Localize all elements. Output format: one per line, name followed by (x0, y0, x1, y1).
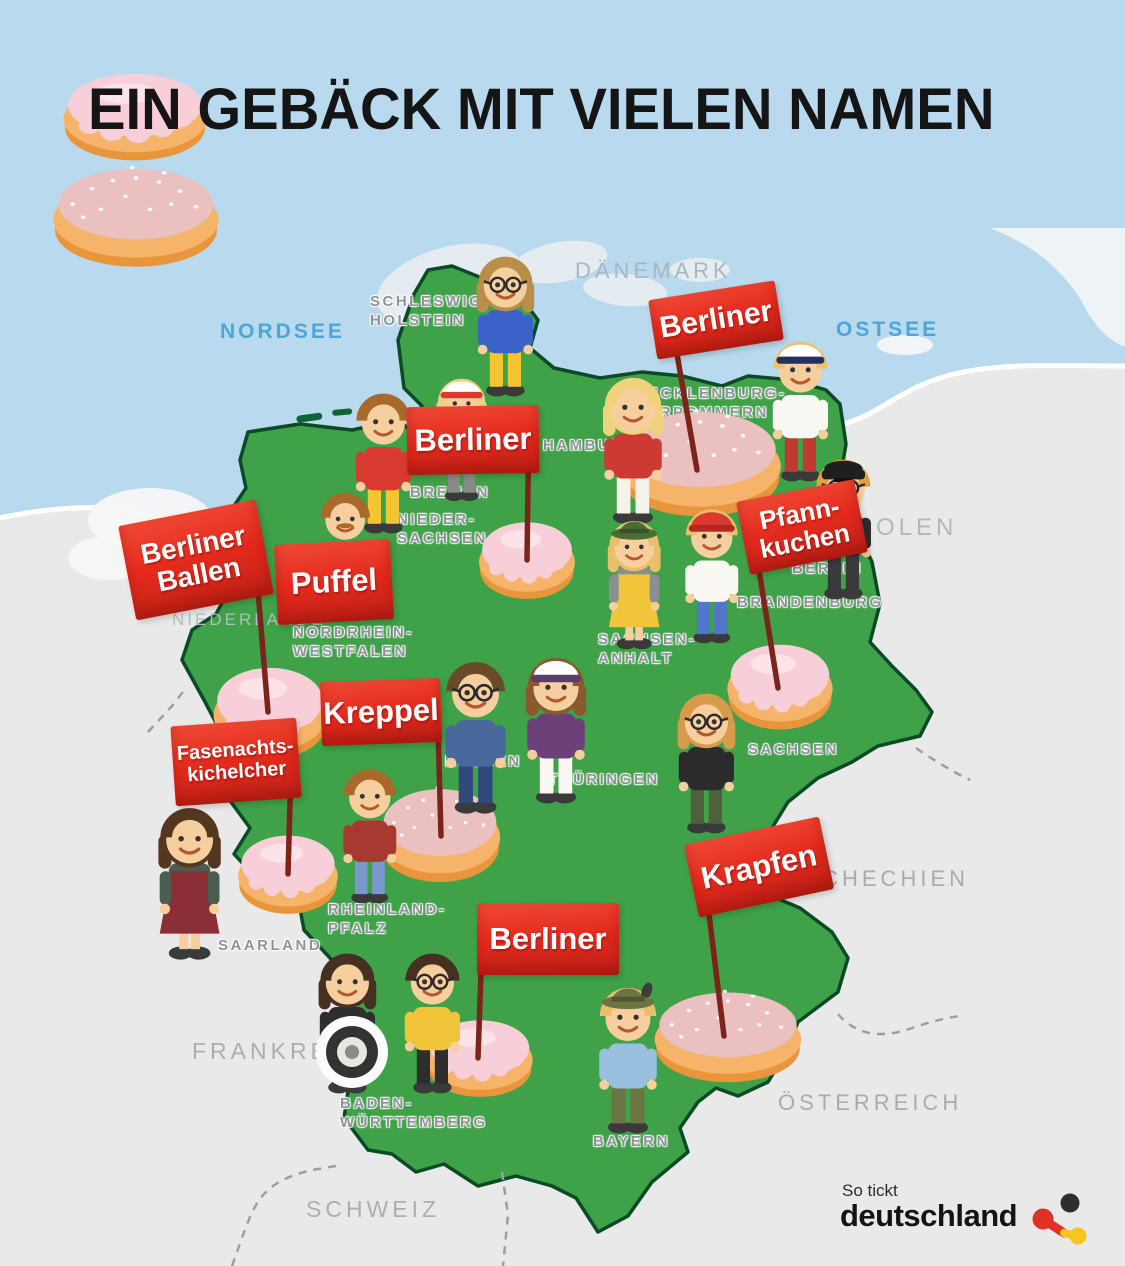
dashed-borders (147, 687, 971, 1266)
flag-berliner-mitte: Berliner (406, 404, 540, 476)
country-label-polen: POLEN (856, 514, 958, 541)
sea-label-nordsee: NORDSEE (220, 320, 345, 343)
flag-berliner-nordost: Berliner (648, 280, 784, 360)
flag-pfannkuchen: Pfann- kuchen (736, 479, 868, 575)
page-title: EIN GEBÄCK MIT VIELEN NAMEN (88, 77, 995, 142)
brand-molecule-icon (1032, 1193, 1087, 1245)
logo-tagline: So tickt (842, 1181, 898, 1200)
region-label-schleswig-holstein: SCHLESWIG- HOLSTEIN (370, 293, 491, 329)
character-niedersachsen-boy (345, 387, 422, 541)
character-rheinland-pfalz-boy (333, 763, 407, 911)
region-label-berlin: BERLIN (792, 560, 863, 579)
flag-puffel: Puffel (273, 539, 395, 625)
sea-label-ostsee: OSTSEE (836, 318, 940, 341)
logo-wordmark: deutschland (840, 1198, 1018, 1233)
character-bw-woman (309, 947, 386, 1101)
region-label-sachsen: SACHSEN (748, 741, 839, 758)
country-label-daenemark: DÄNEMARK (575, 258, 732, 283)
flag-krapfen: Krapfen (683, 816, 835, 918)
character-sachsen-anhalt-girl (599, 515, 669, 656)
region-label-rheinland-pfalz: RHEINLAND- PFALZ (328, 901, 447, 937)
country-label-schweiz: SCHWEIZ (306, 1196, 441, 1222)
flag-kreppel: Kreppel (319, 677, 443, 747)
region-label-saarland: SAARLAND (218, 937, 323, 954)
character-bayern-boy (588, 981, 668, 1141)
region-label-thueringen: THÜRINGEN (548, 771, 660, 788)
region-label-nordrhein-westfalen: NORDRHEIN- WESTFALEN (293, 624, 414, 660)
character-thueringen-woman (516, 651, 596, 811)
flag-fasenachtskichelcher: Fasenachts- kichelcher (170, 717, 302, 807)
character-mecklenburg-boy (762, 335, 839, 489)
decoration-tire (314, 1014, 390, 1095)
region-label-bayern: BAYERN (593, 1133, 670, 1150)
flag-berliner-sued: Berliner (477, 903, 619, 975)
character-schleswig-holstein-girl (467, 250, 544, 404)
country-label-oesterreich: ÖSTERREICH (778, 1090, 963, 1115)
region-label-niedersachsen: NIEDER- SACHSEN (397, 511, 488, 547)
character-saarland-woman (148, 801, 231, 967)
region-label-brandenburg: BRANDENBURG (737, 594, 884, 611)
flag-berliner-ballen: Berliner Ballen (118, 499, 274, 621)
region-label-baden-wuerttemberg: BADEN- WÜRTTEMBERG (340, 1095, 488, 1131)
